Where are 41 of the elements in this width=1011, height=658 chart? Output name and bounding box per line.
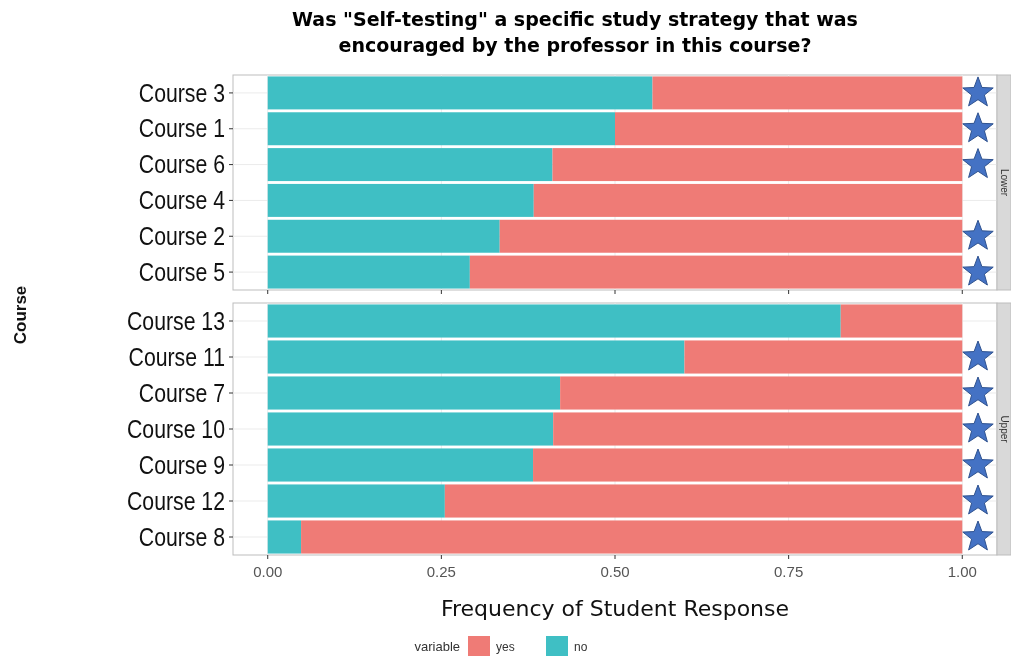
bar — [267, 412, 554, 446]
y-tick-label: Course 11 — [128, 343, 225, 372]
bar — [840, 304, 963, 338]
y-tick-label: Course 10 — [127, 415, 225, 444]
legend-label: yes — [496, 640, 515, 654]
bar — [267, 112, 615, 146]
y-tick-label: Course 13 — [127, 307, 225, 336]
bar — [533, 183, 963, 217]
bar — [267, 76, 653, 110]
bar — [267, 448, 534, 482]
y-tick-label: Course 5 — [138, 258, 225, 287]
y-tick-label: Course 7 — [138, 379, 225, 408]
x-tick-label: 0.50 — [600, 563, 630, 580]
y-tick-label: Course 9 — [138, 451, 225, 480]
legend-label: no — [574, 640, 588, 654]
x-axis-title: Frequency of Student Response — [440, 596, 790, 621]
y-tick-label: Course 4 — [138, 186, 226, 215]
x-tick-label: 0.25 — [426, 563, 456, 580]
chart-title: Was "Self-testing" a specific study strategy that was encouraged by the professor in this course? — [292, 8, 858, 56]
y-tick-label: Course 2 — [138, 222, 225, 251]
bar — [267, 520, 302, 554]
bar — [267, 255, 470, 289]
y-tick-label: Course 12 — [127, 487, 225, 516]
y-tick-label: Course 3 — [138, 79, 225, 108]
bar — [267, 484, 445, 518]
legend-title: variable — [414, 639, 460, 654]
x-tick-label: 1.00 — [947, 563, 977, 580]
text: Upper — [998, 415, 1010, 444]
y-tick-label: Course 1 — [138, 114, 225, 143]
bar — [267, 340, 685, 374]
x-tick-label: 0.75 — [774, 563, 804, 580]
bar — [267, 376, 561, 410]
x-tick-label: 0.00 — [253, 563, 283, 580]
y-axis-title: Course — [11, 285, 30, 345]
bar — [267, 219, 500, 253]
y-tick-label: Course 6 — [138, 150, 225, 179]
bar — [267, 183, 534, 217]
y-tick-label: Course 8 — [138, 523, 225, 552]
bar — [267, 148, 553, 182]
bar — [267, 304, 841, 338]
text: Lower — [998, 168, 1010, 197]
